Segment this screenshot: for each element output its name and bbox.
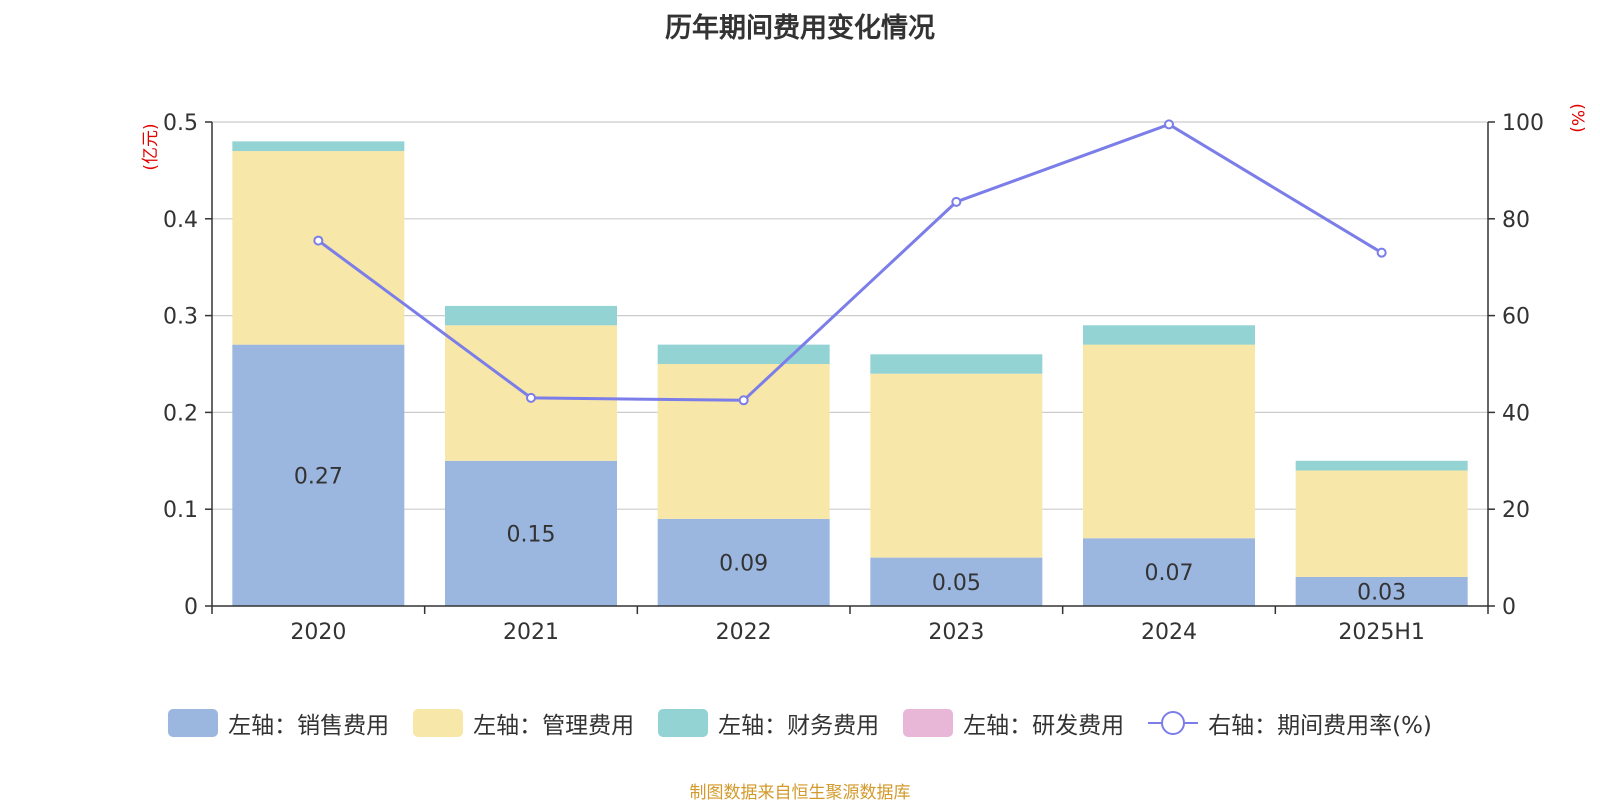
axes: 0 0.1 0.2 0.3 0.4 0.5 0 20 40 60 80 100 (亿元) (%) 2020 2… [141,103,1587,645]
legend-swatch [1148,709,1199,737]
x-tick-label: 2022 [716,620,772,645]
bar-segment [1295,470,1468,577]
legend: 左轴：销售费用 左轴：管理费用 左轴：财务费用 左轴：研发费用 右轴：期间费用率(%) [0,706,1600,740]
bar-segment [232,344,405,606]
bar-value-label: 0.27 [294,464,343,489]
legend-item[interactable]: 右轴：期间费用率(%) [1148,706,1432,740]
bar-value-label: 0.03 [1357,580,1406,605]
data-labels: 0.27 0.15 0.09 0.05 0.07 0.03 [294,464,1406,605]
bar-segment [657,364,830,519]
bar-value-label: 0.09 [719,551,768,576]
bar-value-label: 0.05 [932,571,981,596]
rate-point [951,196,962,207]
rate-point [1376,247,1387,258]
bar-segment [1295,576,1468,606]
x-tick-label: 2020 [290,620,346,645]
bar-segment [870,557,1043,606]
bar-segment [232,151,405,345]
bar-segment [1295,460,1468,471]
left-tick-label: 0.1 [163,498,198,523]
left-tick-label: 0.3 [163,305,198,330]
legend-label: 左轴：研发费用 [963,713,1125,739]
rate-point [1164,119,1174,130]
bar-segment [1083,344,1255,539]
legend-label: 右轴：期间费用率(%) [1208,713,1432,739]
legend-label: 左轴：销售费用 [228,713,390,739]
left-tick-label: 0.4 [163,208,198,233]
bar-segment [870,354,1043,374]
right-tick-label: 20 [1502,498,1530,523]
x-tick-label: 2025H1 [1338,620,1425,645]
bar-segment [1083,538,1255,606]
right-tick-label: 0 [1502,595,1516,620]
legend-label: 左轴：财务费用 [718,713,880,739]
bar-segment [232,141,405,152]
bar-segment [657,344,830,364]
legend-swatch [413,709,464,737]
x-tick-label: 2023 [928,620,984,645]
bar-value-label: 0.15 [507,522,556,547]
source-note: 制图数据来自恒生聚源数据库 [689,783,911,803]
rate-point [738,395,749,406]
legend-item[interactable]: 左轴：研发费用 [903,706,1124,740]
right-tick-label: 60 [1502,305,1530,330]
legend-swatch [168,709,219,737]
bar-value-label: 0.07 [1145,561,1194,586]
bar-segment [657,518,830,606]
bar-segment [1083,325,1255,345]
left-axis-unit: (亿元) [141,123,161,170]
rate-point [526,392,536,403]
left-tick-label: 0 [184,595,198,620]
legend-swatch [903,709,954,737]
bar-segment [870,373,1043,558]
chart-title: 历年期间费用变化情况 [665,13,935,44]
legend-swatch [658,709,709,737]
rate-line [313,119,1387,406]
bar-segment [445,305,617,326]
x-tick-label: 2021 [503,620,559,645]
legend-label: 左轴：管理费用 [473,713,635,739]
right-axis-unit: (%) [1567,103,1587,132]
rate-line-path [317,122,1383,402]
x-tick-label: 2024 [1141,620,1197,645]
right-tick-label: 40 [1502,401,1530,426]
left-tick-label: 0.2 [163,401,198,426]
legend-item[interactable]: 左轴：财务费用 [658,706,879,740]
legend-item[interactable]: 左轴：管理费用 [413,706,634,740]
legend-item[interactable]: 左轴：销售费用 [168,706,389,740]
rate-point [313,235,324,246]
grid-lines [212,121,1488,510]
bar-segment [445,460,617,606]
left-tick-label: 0.5 [163,111,198,136]
right-tick-label: 80 [1502,208,1530,233]
bars [232,141,1468,606]
stacked-bar-line-chart: 0 0.1 0.2 0.3 0.4 0.5 0 20 40 60 80 100 (亿元) (%) 2020 2… [141,103,1587,645]
right-tick-label: 100 [1502,111,1544,136]
